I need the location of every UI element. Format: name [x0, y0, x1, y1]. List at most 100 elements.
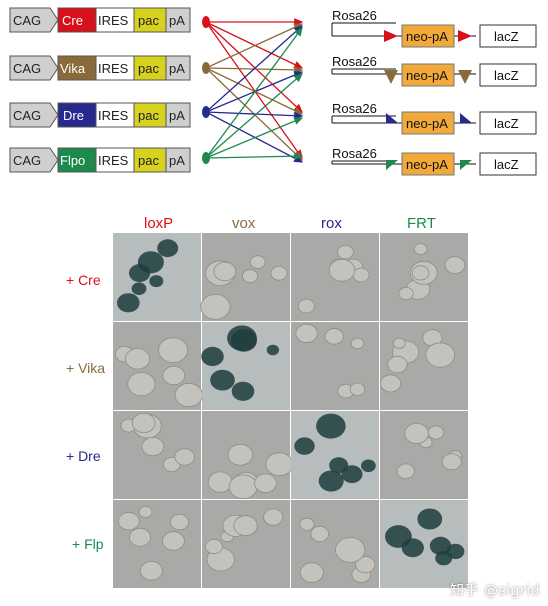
ires-label: IRES [98, 153, 129, 168]
pac-label: pac [138, 61, 159, 76]
colony-image-grid [113, 233, 468, 588]
rosa26-label: Rosa26 [332, 101, 377, 116]
reporter-frt: Rosa26 neo-pA lacZ [331, 146, 537, 176]
ires-box [95, 147, 135, 173]
pac-label: pac [138, 13, 159, 28]
dre-box [57, 102, 97, 128]
colony-image-vox-3 [202, 411, 294, 500]
row-label-vika: + Vika [66, 360, 105, 376]
colony-image-vox-2 [201, 322, 290, 410]
rosa26-label: Rosa26 [332, 54, 377, 69]
watermark: 知乎 @sigrid [449, 583, 540, 599]
rosa26-label: Rosa26 [332, 8, 377, 23]
pac-box [133, 102, 167, 128]
colony-image-loxP-4 [113, 500, 201, 588]
colony-image-vox-1 [200, 233, 290, 321]
colony-image-FRT-2 [380, 322, 468, 410]
dre-label: Dre [63, 108, 84, 123]
pa-box [165, 102, 191, 128]
neo-label: neo-pA [406, 157, 448, 172]
rox-site [460, 113, 472, 123]
cag-label: CAG [13, 13, 41, 28]
reporter-rox: Rosa26 neo-pA lacZ [331, 101, 537, 135]
rosa26-label: Rosa26 [332, 146, 377, 161]
pa-box [165, 7, 191, 33]
neo-box [401, 63, 455, 87]
colony-image-FRT-3 [380, 411, 468, 499]
loxp-site [458, 30, 472, 42]
neo-label: neo-pA [406, 116, 448, 131]
colony-image-loxP-3 [113, 411, 201, 499]
reporter-vox: Rosa26 neo-pA lacZ [331, 54, 537, 87]
construct-dre: CAG Dre IRES pac pA [9, 102, 191, 128]
construct-vika: CAG Vika IRES pac pA [9, 55, 191, 81]
pa-box [165, 147, 191, 173]
colony-image-rox-1 [291, 233, 379, 321]
colony-image-loxP-2 [113, 322, 203, 410]
vox-site [384, 70, 398, 84]
cag-label: CAG [13, 61, 41, 76]
ires-box [95, 7, 135, 33]
neo-label: neo-pA [406, 68, 448, 83]
construct-flpo: CAG Flpo IRES pac pA [9, 147, 191, 173]
neo-box [401, 111, 455, 135]
cag-arrow [9, 7, 59, 33]
lacz-box [479, 111, 537, 135]
lacz-box [479, 152, 537, 176]
lacz-box [479, 63, 537, 87]
colony-image-vox-4 [202, 500, 290, 588]
vika-source-dot [202, 62, 210, 74]
cag-label: CAG [13, 108, 41, 123]
row-label-flp: + Flp [72, 536, 104, 552]
column-header-loxp: loxP [144, 215, 173, 232]
ires-label: IRES [98, 108, 129, 123]
construct-cre: CAG Cre IRES pac pA [9, 7, 191, 33]
neo-label: neo-pA [406, 29, 448, 44]
colony-image-FRT-4 [380, 500, 468, 588]
pac-label: pac [138, 108, 159, 123]
cag-label: CAG [13, 153, 41, 168]
colony-image-FRT-1 [380, 233, 468, 321]
pa-label: pA [169, 108, 185, 123]
pac-box [133, 147, 167, 173]
column-header-vox: vox [232, 215, 256, 232]
row-label-dre: + Dre [66, 448, 101, 464]
cag-arrow [9, 102, 59, 128]
pa-box [165, 55, 191, 81]
frt-site [460, 160, 472, 170]
lacz-label: lacZ [494, 157, 519, 172]
vika-label: Vika [60, 61, 86, 76]
cag-arrow [9, 55, 59, 81]
vox-site [458, 70, 472, 84]
cre-label: Cre [62, 13, 83, 28]
flpo-source-dot [202, 152, 210, 164]
recombination-arrows [205, 18, 304, 163]
pa-label: pA [169, 153, 185, 168]
ires-label: IRES [98, 13, 129, 28]
flpo-box [57, 147, 97, 173]
colony-image-loxP-1 [113, 233, 201, 321]
cre-source-dot [202, 16, 210, 28]
frt-site [386, 160, 398, 170]
lacz-label: lacZ [494, 116, 519, 131]
loxp-site [384, 30, 398, 42]
neo-box [401, 24, 455, 48]
column-header-frt: FRT [407, 215, 436, 232]
pa-label: pA [169, 61, 185, 76]
dre-source-dot [202, 106, 210, 118]
cag-arrow [9, 147, 59, 173]
flpo-label: Flpo [60, 153, 85, 168]
column-header-rox: rox [321, 215, 342, 232]
row-label-cre: + Cre [66, 272, 101, 288]
lacz-label: lacZ [494, 29, 519, 44]
rox-site [386, 113, 398, 123]
pa-label: pA [169, 13, 185, 28]
reporter-loxp: Rosa26 neo-pA lacZ [331, 8, 537, 48]
colony-image-rox-3 [291, 411, 379, 499]
neo-box [401, 152, 455, 176]
lacz-box [479, 24, 537, 48]
colony-image-rox-4 [291, 500, 379, 588]
colony-image-rox-2 [291, 322, 379, 410]
pac-box [133, 7, 167, 33]
